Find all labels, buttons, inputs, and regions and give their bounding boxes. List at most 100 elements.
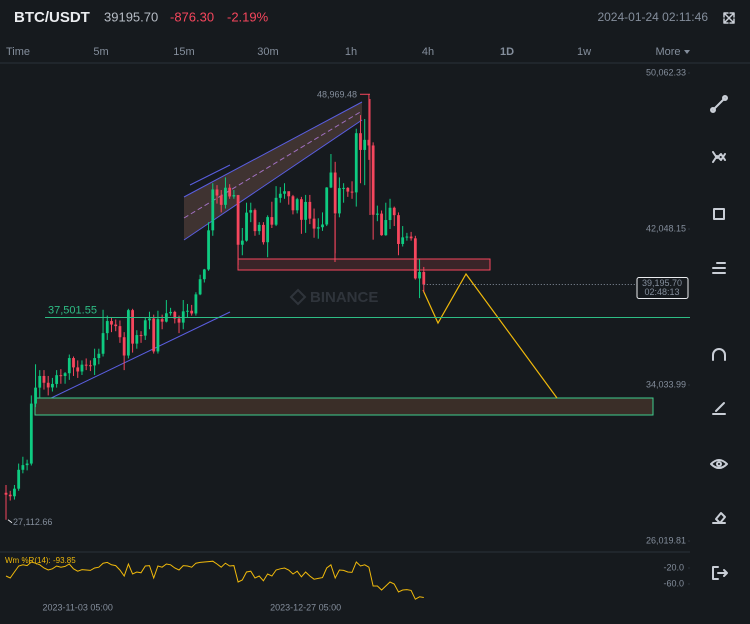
- candle-body: [413, 238, 417, 279]
- candle-body: [89, 365, 92, 367]
- candle-body: [126, 310, 130, 356]
- change: -876.30: [170, 9, 214, 24]
- candle-body: [118, 326, 122, 338]
- price-chart: 50,062.33 42,048.15 34,033.99 26,019.81 2023…: [4, 67, 690, 612]
- candle-body: [405, 236, 409, 238]
- candle-body: [211, 189, 215, 231]
- candle-body: [63, 373, 67, 376]
- candle-body: [342, 187, 345, 189]
- interval-tab[interactable]: 1w: [577, 46, 591, 58]
- candle-body: [359, 133, 362, 150]
- shape-tool[interactable]: [713, 208, 725, 220]
- candle-body: [325, 187, 329, 225]
- candle-body: [240, 240, 244, 245]
- candle-body: [245, 212, 248, 241]
- candle-body: [76, 367, 80, 372]
- eraser-tool[interactable]: [712, 512, 726, 524]
- candle-body: [236, 195, 240, 245]
- magnet-tool[interactable]: [712, 348, 726, 361]
- y-tick-label: 42,048.15: [646, 223, 686, 233]
- change-percent: -2.19%: [227, 9, 269, 24]
- candle-body: [388, 207, 392, 221]
- candle-body: [228, 187, 232, 197]
- exit-tool[interactable]: [712, 566, 728, 580]
- candle-body: [93, 358, 97, 366]
- low-label: 27,112.66: [13, 517, 52, 527]
- candle-body: [190, 310, 194, 314]
- support-box: [34, 397, 654, 416]
- interval-tab[interactable]: 15m: [173, 46, 194, 58]
- candle-body: [337, 188, 341, 214]
- interval-tab[interactable]: 5m: [93, 46, 108, 58]
- channel-fill: [184, 102, 362, 240]
- visibility-tool[interactable]: [710, 459, 728, 469]
- candle-body: [392, 207, 396, 216]
- interval-tab[interactable]: 30m: [257, 46, 278, 58]
- candle-body: [194, 294, 198, 314]
- trend-line-upper: [189, 164, 231, 186]
- candle-body: [346, 187, 350, 192]
- interval-tab[interactable]: 1h: [345, 46, 357, 58]
- candle-body: [131, 310, 134, 344]
- candle-body: [173, 311, 177, 319]
- x-tick-label: 2023-11-03 05:00: [43, 602, 113, 612]
- candle-body: [367, 139, 371, 146]
- candle-body: [46, 382, 50, 388]
- candle-body: [401, 237, 405, 244]
- candle-body: [308, 201, 312, 219]
- candle-body: [148, 318, 151, 321]
- multi-line-tool[interactable]: [712, 151, 726, 163]
- candle-body: [105, 321, 109, 334]
- last-price-tag: [636, 277, 689, 300]
- y-tick-label: -60.0: [663, 578, 684, 588]
- candle-body: [249, 210, 253, 213]
- interval-tab[interactable]: 1D: [500, 46, 514, 58]
- drawings: [34, 99, 654, 416]
- candle-body: [198, 279, 202, 295]
- candle-body: [186, 310, 189, 312]
- candle-body: [287, 191, 291, 197]
- candle-body: [380, 213, 383, 236]
- symbol[interactable]: BTC/USDT: [14, 9, 90, 26]
- candle-body: [4, 492, 8, 495]
- more-caret: [684, 50, 690, 54]
- fullscreen-icon[interactable]: [723, 12, 735, 24]
- candle-body: [202, 269, 206, 280]
- candle-body: [333, 172, 337, 214]
- line-tool[interactable]: [710, 95, 728, 113]
- interval-tab[interactable]: More: [655, 46, 680, 58]
- candle-body: [122, 337, 126, 356]
- candle-body: [283, 191, 286, 194]
- candle-body: [363, 139, 367, 150]
- candle-body: [266, 217, 270, 243]
- candle-body: [21, 465, 25, 470]
- fib-tool[interactable]: [712, 262, 726, 274]
- candle-body: [110, 321, 113, 325]
- timestamp: 2024-01-24 02:11:46: [597, 10, 708, 24]
- candle-body: [72, 358, 75, 368]
- y-tick-label: -20.0: [663, 562, 684, 572]
- candle-body: [97, 353, 101, 359]
- interval-tab[interactable]: Time: [6, 46, 30, 58]
- y-tick-label: 26,019.81: [646, 535, 686, 545]
- y-tick-label: 50,062.33: [646, 67, 686, 77]
- candle-body: [42, 375, 46, 383]
- candle-body: [139, 335, 143, 337]
- candle-body: [312, 218, 316, 229]
- indicator-panel: Wm %R(14): -93.85 -20.0 -60.0: [5, 556, 690, 600]
- candle-body: [181, 311, 185, 323]
- candle-body: [375, 213, 379, 215]
- candle-body: [316, 227, 320, 229]
- interval-tab[interactable]: 4h: [422, 46, 434, 58]
- resistance-box: [237, 258, 491, 271]
- candle-body: [418, 272, 421, 279]
- candle-body: [143, 320, 147, 336]
- candle-body: [101, 333, 105, 354]
- candle-body: [384, 220, 388, 236]
- candle-body: [232, 195, 236, 197]
- brush-tool[interactable]: [712, 402, 726, 415]
- candle-body: [55, 375, 59, 384]
- trend-line: [44, 311, 231, 402]
- candle-body: [304, 201, 308, 220]
